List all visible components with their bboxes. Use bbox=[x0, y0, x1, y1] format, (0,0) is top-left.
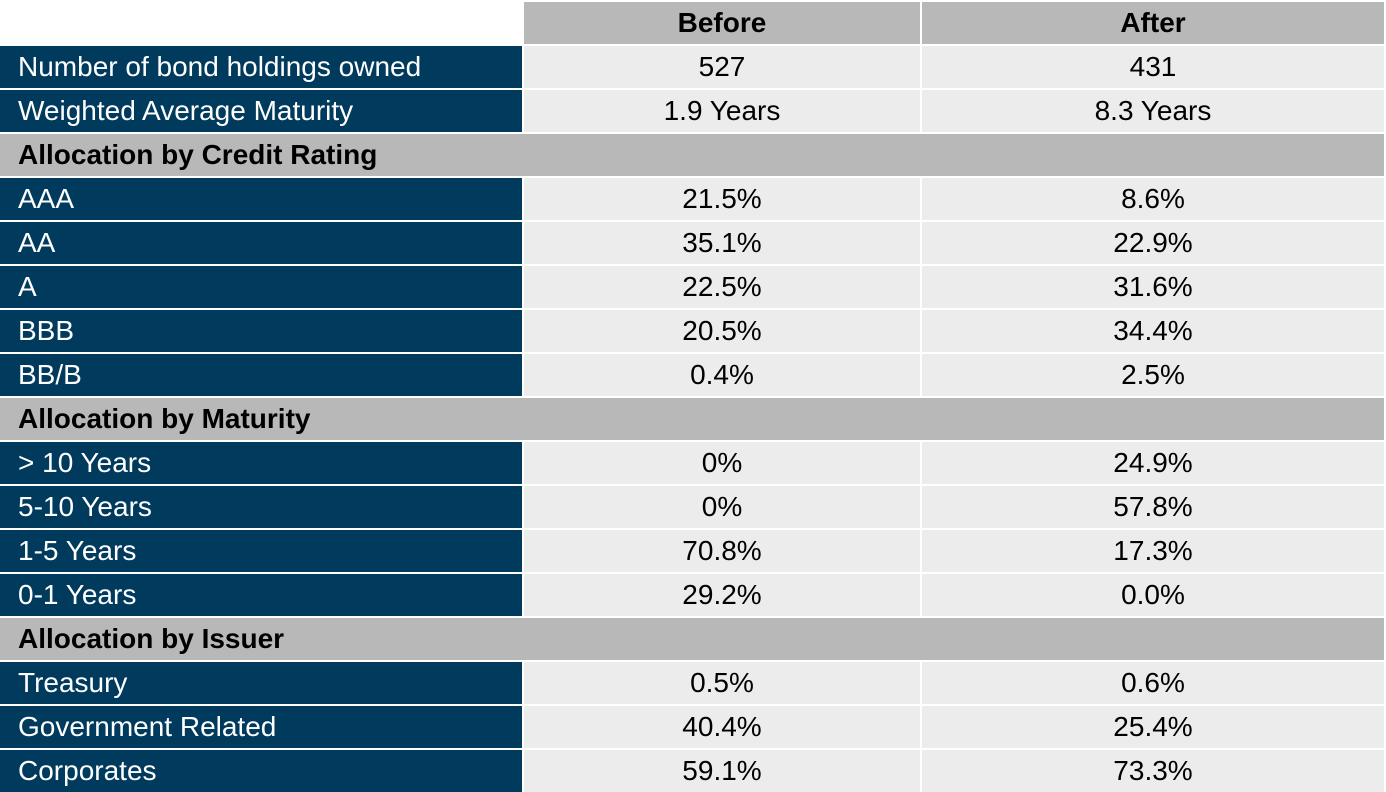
table-row: Number of bond holdings owned 527 431 bbox=[0, 46, 1386, 88]
cell-before: 22.5% bbox=[524, 266, 922, 308]
row-label: AA bbox=[0, 222, 524, 264]
row-label: 5-10 Years bbox=[0, 486, 524, 528]
row-label: BBB bbox=[0, 310, 524, 352]
row-label: > 10 Years bbox=[0, 442, 524, 484]
cell-before: 70.8% bbox=[524, 530, 922, 572]
table-row: 5-10 Years 0% 57.8% bbox=[0, 486, 1386, 528]
cell-before: 527 bbox=[524, 46, 922, 88]
cell-before: 40.4% bbox=[524, 706, 922, 748]
row-label: A bbox=[0, 266, 524, 308]
cell-before: 0% bbox=[524, 442, 922, 484]
cell-after: 0.0% bbox=[922, 574, 1384, 616]
cell-before: 29.2% bbox=[524, 574, 922, 616]
section-row: Allocation by Maturity bbox=[0, 398, 1386, 440]
row-label: 0-1 Years bbox=[0, 574, 524, 616]
row-label: AAA bbox=[0, 178, 524, 220]
table-row: Treasury 0.5% 0.6% bbox=[0, 662, 1386, 704]
row-label: Treasury bbox=[0, 662, 524, 704]
cell-after: 22.9% bbox=[922, 222, 1384, 264]
cell-after: 8.3 Years bbox=[922, 90, 1384, 132]
cell-after: 31.6% bbox=[922, 266, 1384, 308]
row-label: Weighted Average Maturity bbox=[0, 90, 524, 132]
table-row: Government Related 40.4% 25.4% bbox=[0, 706, 1386, 748]
section-title: Allocation by Credit Rating bbox=[0, 134, 1384, 176]
row-label: Number of bond holdings owned bbox=[0, 46, 524, 88]
table-row: 0-1 Years 29.2% 0.0% bbox=[0, 574, 1386, 616]
cell-before: 35.1% bbox=[524, 222, 922, 264]
table-row: > 10 Years 0% 24.9% bbox=[0, 442, 1386, 484]
table-row: AAA 21.5% 8.6% bbox=[0, 178, 1386, 220]
table-row: AA 35.1% 22.9% bbox=[0, 222, 1386, 264]
cell-after: 17.3% bbox=[922, 530, 1384, 572]
section-title: Allocation by Maturity bbox=[0, 398, 1384, 440]
table-row: A 22.5% 31.6% bbox=[0, 266, 1386, 308]
column-header-after: After bbox=[922, 2, 1384, 44]
row-label: Government Related bbox=[0, 706, 524, 748]
column-header-before: Before bbox=[524, 2, 922, 44]
row-label: BB/B bbox=[0, 354, 524, 396]
header-spacer bbox=[0, 2, 524, 44]
table-row: BBB 20.5% 34.4% bbox=[0, 310, 1386, 352]
section-row: Allocation by Credit Rating bbox=[0, 134, 1386, 176]
cell-before: 0% bbox=[524, 486, 922, 528]
cell-after: 57.8% bbox=[922, 486, 1384, 528]
cell-after: 24.9% bbox=[922, 442, 1384, 484]
cell-before: 59.1% bbox=[524, 750, 922, 792]
table-row: 1-5 Years 70.8% 17.3% bbox=[0, 530, 1386, 572]
cell-before: 0.5% bbox=[524, 662, 922, 704]
row-label: 1-5 Years bbox=[0, 530, 524, 572]
section-row: Allocation by Issuer bbox=[0, 618, 1386, 660]
table-row: BB/B 0.4% 2.5% bbox=[0, 354, 1386, 396]
cell-before: 20.5% bbox=[524, 310, 922, 352]
cell-after: 0.6% bbox=[922, 662, 1384, 704]
cell-after: 8.6% bbox=[922, 178, 1384, 220]
cell-after: 73.3% bbox=[922, 750, 1384, 792]
cell-after: 25.4% bbox=[922, 706, 1384, 748]
table-header: Before After bbox=[0, 2, 1386, 44]
cell-before: 0.4% bbox=[524, 354, 922, 396]
cell-before: 1.9 Years bbox=[524, 90, 922, 132]
cell-before: 21.5% bbox=[524, 178, 922, 220]
row-label: Corporates bbox=[0, 750, 524, 792]
cell-after: 431 bbox=[922, 46, 1384, 88]
cell-after: 2.5% bbox=[922, 354, 1384, 396]
table-row: Corporates 59.1% 73.3% bbox=[0, 750, 1386, 792]
cell-after: 34.4% bbox=[922, 310, 1384, 352]
section-title: Allocation by Issuer bbox=[0, 618, 1384, 660]
table-row: Weighted Average Maturity 1.9 Years 8.3 Ye… bbox=[0, 90, 1386, 132]
